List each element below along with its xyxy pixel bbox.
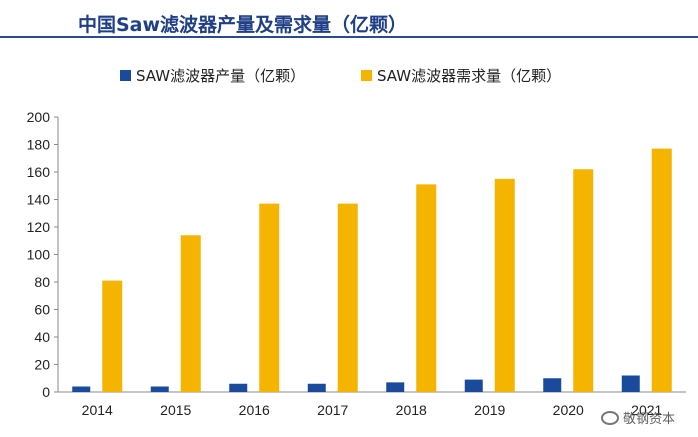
title-divider [0, 36, 698, 38]
legend: SAW滤波器产量（亿颗） SAW滤波器需求量（亿颗） [120, 67, 561, 85]
y-tick-label: 20 [34, 357, 50, 373]
bar-demand-2021 [651, 148, 672, 392]
x-axis: 2014 2015 2016 2017 2018 2019 2020 2021 [58, 391, 686, 418]
x-tick-label: 2017 [317, 402, 348, 418]
wechat-icon [601, 410, 619, 425]
bar-demand-2014 [102, 280, 123, 392]
legend-swatch-production [120, 70, 131, 81]
y-tick-label: 0 [42, 384, 50, 400]
x-tick-label: 2018 [396, 402, 427, 418]
bar-production-2014 [72, 386, 91, 392]
y-tick-label: 200 [27, 109, 51, 125]
y-tick-label: 180 [27, 137, 51, 153]
bar-demand-2017 [337, 203, 358, 392]
y-tick-label: 140 [27, 192, 51, 208]
x-tick-label: 2015 [160, 402, 191, 418]
legend-label-production: SAW滤波器产量（亿颗） [136, 67, 305, 85]
x-tick-label: 2014 [82, 402, 113, 418]
bar-production-2015 [150, 386, 169, 392]
y-tick-label: 160 [27, 164, 51, 180]
y-axis: 0 20 40 60 80 100 120 140 160 180 200 [27, 109, 59, 400]
y-tick-label: 80 [34, 274, 50, 290]
bar-production-2016 [229, 383, 248, 392]
bar-demand-2019 [494, 178, 515, 392]
bar-demand-2015 [180, 235, 201, 392]
y-tick-label: 100 [27, 247, 51, 263]
x-tick-label: 2020 [553, 402, 584, 418]
bar-demand-2020 [573, 169, 594, 392]
page-title: 中国Saw滤波器产量及需求量（亿颗） [78, 14, 408, 36]
x-tick-label: 2019 [474, 402, 505, 418]
bar-production-2019 [464, 379, 483, 392]
watermark: 敬钢资本 [601, 408, 675, 427]
y-tick-label: 60 [34, 302, 50, 318]
x-tick-label: 2016 [239, 402, 270, 418]
bar-demand-2016 [259, 203, 280, 392]
watermark-text: 敬钢资本 [623, 412, 676, 427]
bar-production-2020 [543, 378, 562, 392]
legend-swatch-demand [361, 70, 372, 81]
y-tick-label: 40 [34, 329, 50, 345]
bar-production-2017 [307, 383, 326, 392]
bar-production-2021 [621, 375, 640, 392]
legend-label-demand: SAW滤波器需求量（亿颗） [377, 67, 561, 85]
bar-demand-2018 [416, 184, 437, 392]
bars [72, 148, 672, 392]
y-tick-label: 120 [27, 219, 51, 235]
bar-production-2018 [386, 382, 405, 392]
x-tick-label: 2021 [631, 402, 662, 418]
